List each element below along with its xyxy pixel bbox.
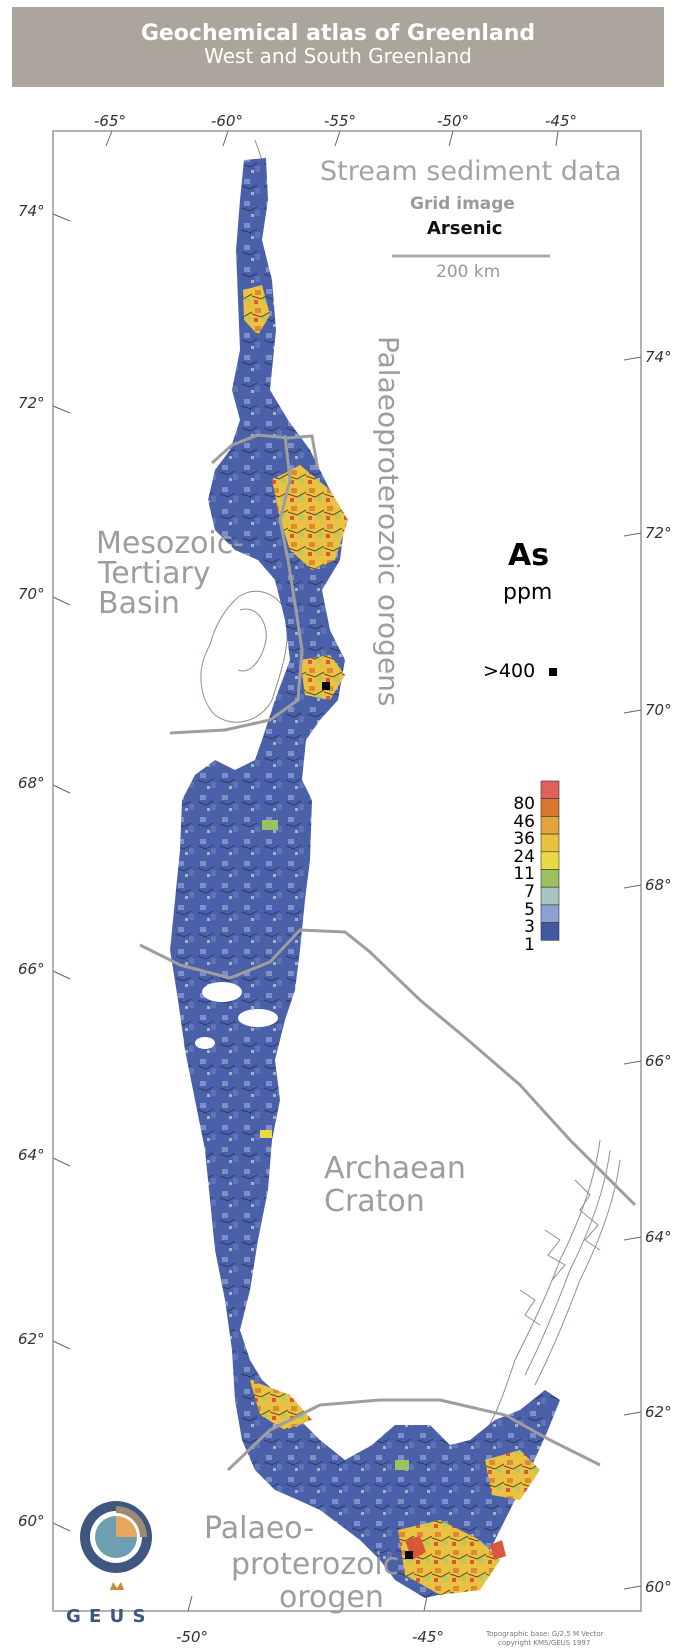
legend-unit: ppm xyxy=(503,580,553,605)
region-label-palaeoproterozoic-orogens: Palaeoproterozoic orogens xyxy=(372,336,405,707)
province-boundaries xyxy=(139,433,637,1472)
longitude-label: -60° xyxy=(211,112,243,130)
atlas-subtitle: West and South Greenland xyxy=(204,44,472,68)
legend-class-label: 3 xyxy=(524,917,535,938)
legend-max-label: >400 xyxy=(483,660,536,682)
legend-element: As xyxy=(508,538,550,573)
latitude-label-left: 74° xyxy=(18,202,45,220)
legend-color-swatch xyxy=(540,833,560,853)
latitude-label-right: 74° xyxy=(645,348,672,366)
region-label-palaeo-orogen: Palaeo- xyxy=(204,1511,315,1546)
data-type-label: Stream sediment data xyxy=(320,156,622,187)
region-label-palaeo-orogen: orogen xyxy=(279,1580,384,1615)
legend-color-swatch xyxy=(540,816,560,835)
latitude-label-left: 62° xyxy=(18,1330,45,1348)
legend-color-swatch xyxy=(540,922,560,941)
atlas-title: Geochemical atlas of Greenland xyxy=(140,21,536,46)
latitude-label-right: 64° xyxy=(645,1228,672,1246)
legend-class-label: 7 xyxy=(524,882,535,902)
arsenic-grid-coverage xyxy=(170,158,560,1598)
latitude-label-left: 66° xyxy=(18,960,45,978)
region-label-archaean: Archaean xyxy=(324,1151,466,1186)
latitude-label-right: 62° xyxy=(645,1403,672,1421)
latitude-label-right: 72° xyxy=(645,524,672,542)
region-label-mesozoic: Mesozoic- xyxy=(96,526,245,561)
latitude-label-right: 60° xyxy=(645,1578,672,1596)
latitude-label-right: 68° xyxy=(645,876,672,894)
image-type-label: Grid image xyxy=(410,194,515,214)
sample-marker-over-400 xyxy=(405,1551,413,1559)
legend-class-label: 36 xyxy=(513,829,535,850)
longitude-label: -50° xyxy=(437,112,469,130)
atlas-header-banner: Geochemical atlas of Greenland West and … xyxy=(12,7,664,87)
latitude-label-left: 60° xyxy=(18,1512,45,1530)
crown-icon xyxy=(110,1582,124,1590)
geus-logo xyxy=(80,1501,152,1590)
longitude-label: -55° xyxy=(324,112,356,130)
no-data-areas xyxy=(195,982,278,1049)
region-label-mesozoic: Basin xyxy=(98,586,180,621)
legend-class-label: 24 xyxy=(513,846,535,867)
latitude-label-right: 66° xyxy=(645,1052,672,1070)
legend-over-400-marker xyxy=(549,668,557,676)
longitude-label: -45° xyxy=(412,1628,444,1646)
region-label-mesozoic: Tertiary xyxy=(98,556,211,591)
legend-class-label: 80 xyxy=(513,794,535,814)
latitude-label-right: 70° xyxy=(645,701,672,719)
map-frame xyxy=(52,130,642,1612)
longitude-label: -50° xyxy=(176,1628,208,1646)
region-label-palaeo-orogen: proterozoic xyxy=(231,1547,400,1582)
geus-logo-text: G E U S xyxy=(66,1606,147,1627)
legend-color-swatch xyxy=(540,780,560,800)
latitude-label-left: 72° xyxy=(18,394,45,412)
latitude-label-left: 70° xyxy=(18,585,45,603)
longitude-label: -45° xyxy=(545,112,577,130)
high-arsenic-zones xyxy=(243,285,540,1595)
copyright-credit: copyright KMS/GEUS 1997 xyxy=(498,1639,591,1647)
sample-marker-over-400 xyxy=(322,682,330,690)
legend-class-label: 1 xyxy=(524,934,535,955)
scale-label: 200 km xyxy=(436,262,501,282)
legend-color-swatch xyxy=(540,798,560,817)
legend-color-swatch xyxy=(540,851,560,870)
legend-color-swatch xyxy=(540,904,560,923)
legend-color-ramp xyxy=(540,780,560,941)
legend-color-swatch xyxy=(540,869,560,888)
element-label: Arsenic xyxy=(427,218,503,239)
legend-color-swatch xyxy=(540,886,560,906)
graticule-ticks xyxy=(52,130,642,1612)
region-label-archaean: Craton xyxy=(324,1184,425,1219)
longitude-label: -65° xyxy=(94,112,126,130)
legend-class-label: 11 xyxy=(513,864,535,885)
legend-class-label: 5 xyxy=(524,899,535,920)
topographic-credit: Topographic base: G/2.5 M Vector xyxy=(486,1630,604,1638)
latitude-label-left: 68° xyxy=(18,774,45,792)
latitude-label-left: 64° xyxy=(18,1146,45,1164)
legend-class-label: 46 xyxy=(513,811,535,832)
